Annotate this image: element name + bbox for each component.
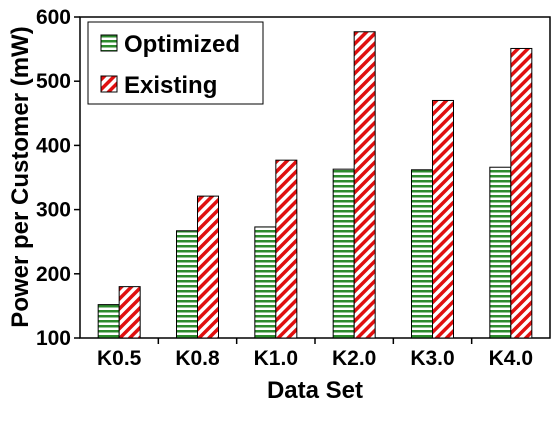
legend-label-existing: Existing: [124, 72, 217, 99]
legend-swatch-existing: [100, 75, 118, 93]
bar-existing: [432, 99, 454, 339]
bar-optimized: [176, 230, 198, 339]
x-tick-label: K0.5: [97, 347, 142, 370]
bar-optimized: [254, 226, 277, 339]
y-tick-label: 400: [36, 134, 71, 157]
y-tick-label: 600: [36, 6, 71, 29]
y-axis-ticks: 100 200 300 400 500 600: [36, 6, 80, 350]
y-axis-title: Power per Customer (mW): [7, 26, 34, 327]
x-tick-label: K2.0: [332, 347, 376, 370]
bar-existing: [118, 286, 141, 339]
x-tick-label: K4.0: [489, 347, 533, 370]
x-tick-label: K0.8: [175, 347, 220, 370]
bar-existing: [275, 159, 298, 339]
bars: [97, 31, 533, 339]
legend-label-optimized: Optimized: [124, 31, 240, 58]
bar-optimized: [97, 304, 120, 339]
bar-optimized: [411, 169, 433, 339]
legend-swatch-optimized: [100, 34, 118, 52]
bar-existing: [510, 47, 533, 339]
y-tick-label: 200: [36, 263, 71, 286]
bar-optimized: [332, 168, 355, 339]
x-tick-label: K1.0: [254, 347, 298, 370]
bar-existing: [353, 31, 376, 339]
x-axis-title: Data Set: [267, 377, 363, 404]
y-tick-label: 300: [36, 199, 71, 222]
y-tick-label: 100: [36, 327, 71, 350]
x-tick-label: K3.0: [410, 347, 454, 370]
legend: Optimized Existing: [87, 21, 264, 105]
y-tick-label: 500: [36, 70, 71, 93]
bar-existing: [197, 195, 219, 339]
x-axis-ticks: K0.5 K0.8 K1.0 K2.0 K3.0 K4.0: [97, 338, 533, 370]
bar-optimized: [489, 166, 512, 339]
